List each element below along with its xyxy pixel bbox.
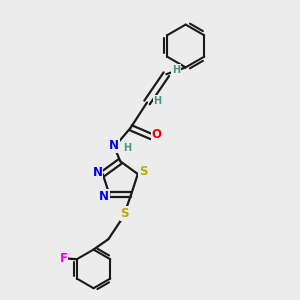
Text: S: S <box>139 165 147 178</box>
Text: N: N <box>92 166 102 179</box>
Text: N: N <box>99 190 109 202</box>
Text: H: H <box>123 143 131 153</box>
Text: H: H <box>172 65 180 75</box>
Text: H: H <box>153 96 161 106</box>
Text: O: O <box>152 128 162 141</box>
Text: S: S <box>121 207 129 220</box>
Text: F: F <box>59 252 68 265</box>
Text: N: N <box>109 139 119 152</box>
